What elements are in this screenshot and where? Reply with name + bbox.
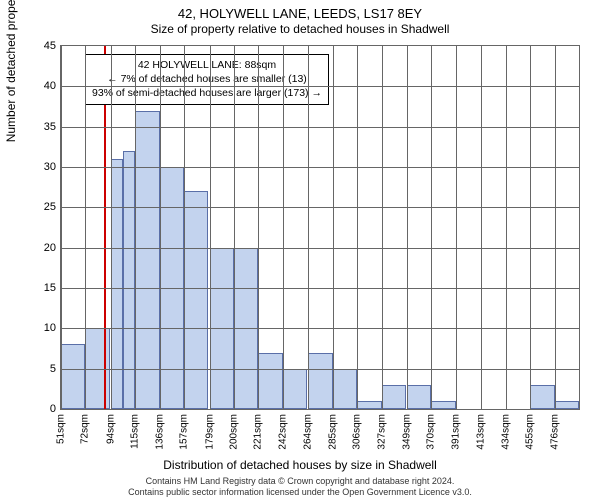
histogram-bar [258, 353, 282, 409]
x-tick-label: 327sqm [376, 414, 387, 450]
gridline-v [234, 46, 235, 409]
annotation-line1: 42 HOLYWELL LANE: 88sqm [92, 58, 322, 72]
gridline-h [61, 248, 579, 249]
credits-line1: Contains HM Land Registry data © Crown c… [0, 476, 600, 487]
gridline-h [61, 288, 579, 289]
x-tick-label: 115sqm [130, 414, 141, 449]
x-tick-label: 413sqm [476, 414, 487, 450]
histogram-bar [308, 353, 332, 409]
gridline-h [61, 127, 579, 128]
x-tick-label: 157sqm [179, 414, 190, 450]
x-tick-label: 179sqm [204, 414, 215, 450]
y-tick-label: 25 [16, 201, 56, 213]
y-tick-label: 15 [16, 282, 56, 294]
gridline-v [135, 46, 136, 409]
histogram-bar [357, 401, 381, 409]
x-axis-label: Distribution of detached houses by size … [0, 458, 600, 472]
x-tick-label: 242sqm [277, 414, 288, 450]
histogram-bar [123, 151, 135, 409]
gridline-h [61, 207, 579, 208]
x-tick-label: 221sqm [253, 414, 264, 450]
x-tick-label: 94sqm [105, 414, 116, 444]
gridline-v [258, 46, 259, 409]
x-tick-label: 349sqm [402, 414, 413, 450]
gridline-v [283, 46, 284, 409]
histogram-bar [283, 369, 307, 409]
histogram-bar [382, 385, 406, 409]
gridline-h [61, 369, 579, 370]
histogram-bar [61, 344, 85, 409]
y-tick-label: 20 [16, 242, 56, 254]
chart-title: 42, HOLYWELL LANE, LEEDS, LS17 8EY [0, 6, 600, 21]
gridline-v [407, 46, 408, 409]
credits-line2: Contains public sector information licen… [0, 487, 600, 498]
gridline-v [431, 46, 432, 409]
plot-area: 42 HOLYWELL LANE: 88sqm ← 7% of detached… [60, 45, 580, 410]
gridline-v [456, 46, 457, 409]
y-tick-label: 5 [16, 363, 56, 375]
gridline-v [160, 46, 161, 409]
x-tick-label: 51sqm [56, 414, 67, 444]
gridline-v [184, 46, 185, 409]
histogram-bar [333, 369, 357, 409]
x-tick-label: 476sqm [549, 414, 560, 450]
gridline-h [61, 86, 579, 87]
gridline-v [333, 46, 334, 409]
credits: Contains HM Land Registry data © Crown c… [0, 476, 600, 498]
gridline-v [210, 46, 211, 409]
x-tick-label: 434sqm [500, 414, 511, 450]
x-tick-label: 264sqm [303, 414, 314, 450]
gridline-v [111, 46, 112, 409]
gridline-v [555, 46, 556, 409]
gridline-v [481, 46, 482, 409]
histogram-bar [111, 159, 123, 409]
y-tick-label: 35 [16, 121, 56, 133]
histogram-bar [530, 385, 554, 409]
gridline-v [85, 46, 86, 409]
x-tick-label: 285sqm [327, 414, 338, 450]
gridline-v [530, 46, 531, 409]
chart-subtitle: Size of property relative to detached ho… [0, 22, 600, 36]
y-tick-label: 30 [16, 161, 56, 173]
y-tick-label: 40 [16, 80, 56, 92]
x-tick-label: 200sqm [229, 414, 240, 450]
y-tick-label: 10 [16, 322, 56, 334]
histogram-bar [407, 385, 431, 409]
histogram-bar [135, 111, 159, 409]
gridline-h [61, 167, 579, 168]
histogram-bar [184, 191, 208, 409]
gridline-h [61, 328, 579, 329]
gridline-v [506, 46, 507, 409]
x-tick-label: 306sqm [352, 414, 363, 450]
gridline-v [357, 46, 358, 409]
gridline-v [61, 46, 62, 409]
x-tick-label: 72sqm [80, 414, 91, 444]
gridline-v [382, 46, 383, 409]
x-tick-label: 391sqm [450, 414, 461, 450]
annotation-line2: ← 7% of detached houses are smaller (13) [92, 72, 322, 86]
y-tick-label: 45 [16, 40, 56, 52]
x-tick-label: 370sqm [426, 414, 437, 450]
gridline-v [308, 46, 309, 409]
chart-container: 42, HOLYWELL LANE, LEEDS, LS17 8EY Size … [0, 0, 600, 500]
annotation-box: 42 HOLYWELL LANE: 88sqm ← 7% of detached… [85, 54, 329, 105]
histogram-bar [431, 401, 455, 409]
annotation-line3: 93% of semi-detached houses are larger (… [92, 86, 322, 100]
histogram-bar [555, 401, 579, 409]
x-tick-label: 455sqm [525, 414, 536, 450]
x-tick-label: 136sqm [154, 414, 165, 450]
y-tick-label: 0 [16, 403, 56, 415]
